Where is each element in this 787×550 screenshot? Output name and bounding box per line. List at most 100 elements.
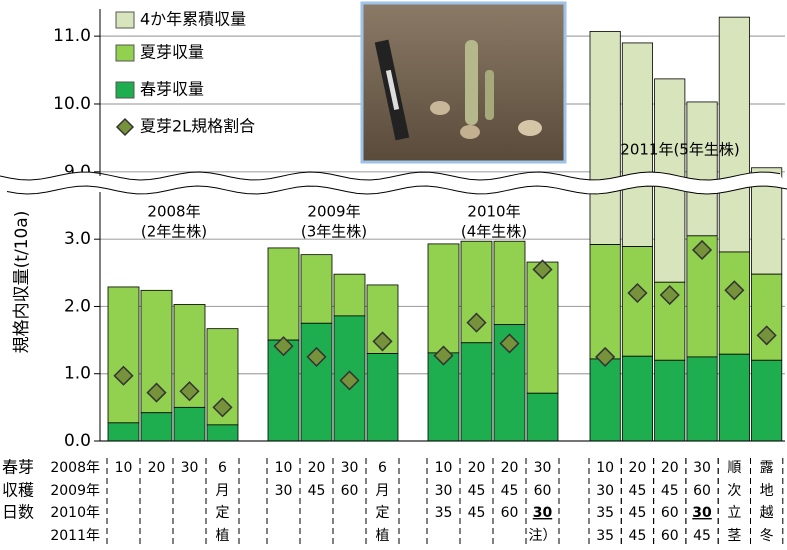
y-tick-label: 11.0 <box>53 26 91 46</box>
table-cell: 植 <box>376 528 390 544</box>
table-row-label: 2008年 <box>50 460 100 476</box>
y-tick-label: 10.0 <box>53 94 91 114</box>
bar-segment <box>301 255 332 324</box>
table-cell: 定 <box>376 505 390 521</box>
bar-segment <box>334 274 365 316</box>
table-cell: 60 <box>534 483 552 499</box>
bar-segment <box>655 360 685 441</box>
bar-segment <box>428 353 459 441</box>
bar-segment <box>141 413 172 441</box>
table-cell: 20 <box>629 460 647 476</box>
bar-segment <box>174 407 205 441</box>
table-cell: 30 <box>181 460 199 476</box>
table-cell: 順 <box>727 460 741 476</box>
bar-segment <box>622 356 652 441</box>
table-cell: 10 <box>435 460 453 476</box>
bar-segment <box>752 274 782 360</box>
table-cell: 立 <box>727 505 741 521</box>
group-label: (4年生株) <box>461 223 527 241</box>
group-label: 2011年(5年生株) <box>620 141 739 159</box>
table-cell: 30 <box>693 460 711 476</box>
bar-segment <box>719 17 749 252</box>
table-header: 日数 <box>2 503 34 522</box>
table-cell: 30 <box>341 460 359 476</box>
bar-segment <box>719 354 749 441</box>
table-cell: 30 <box>435 483 453 499</box>
table-cell: 60 <box>661 505 679 521</box>
legend-swatch <box>116 82 134 98</box>
table-cell: 45 <box>629 528 647 544</box>
table-cell: 30 <box>533 505 553 521</box>
group-label: 2010年 <box>467 203 520 221</box>
bar-segment <box>719 252 749 354</box>
table-cell: 20 <box>468 460 486 476</box>
table-row-label: 2010年 <box>50 505 100 521</box>
table-header: 春芽 <box>2 458 34 477</box>
bar-segment <box>752 360 782 441</box>
legend-swatch <box>116 12 134 28</box>
bar-segment <box>494 241 525 324</box>
table-cell: 45 <box>468 505 486 521</box>
table-row-label: 2009年 <box>50 483 100 499</box>
legend-label: 4か年累積収量 <box>140 10 246 29</box>
bar-segment <box>428 244 459 353</box>
table-cell: 45 <box>308 483 326 499</box>
table-cell: 45 <box>629 505 647 521</box>
table-cell: 30 <box>596 483 614 499</box>
bar-segment <box>207 425 238 441</box>
bar-segment <box>268 248 299 340</box>
table-cell: 次 <box>727 483 741 499</box>
bar-segment <box>108 287 139 423</box>
table-cell: 45 <box>468 483 486 499</box>
table-header: 収穫 <box>2 481 34 500</box>
y-tick-label: 3.0 <box>64 229 91 249</box>
table-cell: 35 <box>596 528 614 544</box>
table-cell: 45 <box>693 528 711 544</box>
table-cell: 35 <box>435 505 453 521</box>
bar-segment <box>687 102 717 236</box>
bar-segment <box>590 245 620 359</box>
y-tick-label: 0.0 <box>64 431 91 451</box>
table-cell: 月 <box>376 483 390 499</box>
table-cell: 10 <box>596 460 614 476</box>
group-label: (3年生株) <box>301 223 367 241</box>
legend-label: 夏芽収量 <box>140 43 204 62</box>
y-tick-label: 2.0 <box>64 296 91 316</box>
legend-label: 春芽収量 <box>140 80 204 99</box>
table-cell: 60 <box>693 483 711 499</box>
table-cell: 60 <box>661 528 679 544</box>
table-cell: 45 <box>501 483 519 499</box>
table-cell: 茎 <box>727 528 741 544</box>
table-cell: 45 <box>661 483 679 499</box>
group-label: 2008年 <box>147 203 200 221</box>
table-cell: 30 <box>534 460 552 476</box>
y-axis-title: 規格内収量(t/10a) <box>12 211 32 354</box>
bar-segment <box>367 354 398 441</box>
group-label: 2009年 <box>307 203 360 221</box>
table-cell: 20 <box>501 460 519 476</box>
table-cell: 35 <box>596 505 614 521</box>
legend-label: 夏芽2L規格割合 <box>140 117 255 136</box>
table-cell: 60 <box>501 505 519 521</box>
bar-segment <box>687 357 717 441</box>
chart: 0.01.02.03.09.010.011.02008年(2年生株)2009年(… <box>0 0 787 546</box>
table-cell: 30 <box>692 505 712 521</box>
photo <box>362 3 565 162</box>
table-cell: 月 <box>216 483 230 499</box>
table-cell: 注） <box>529 528 557 544</box>
table-cell: 植 <box>216 528 230 544</box>
bar-segment <box>461 343 492 441</box>
table-cell: 6 <box>378 460 387 476</box>
table-cell: 45 <box>629 483 647 499</box>
bar-segment <box>527 393 558 441</box>
legend-swatch <box>116 45 134 61</box>
table-cell: 越 <box>760 505 774 521</box>
table-cell: 地 <box>760 483 774 499</box>
bar-segment <box>590 31 620 244</box>
table-cell: 6 <box>218 460 227 476</box>
table-cell: 冬 <box>760 528 774 544</box>
table-cell: 20 <box>148 460 166 476</box>
table-cell: 60 <box>341 483 359 499</box>
bar-segment <box>301 323 332 441</box>
bar-segment <box>590 359 620 441</box>
